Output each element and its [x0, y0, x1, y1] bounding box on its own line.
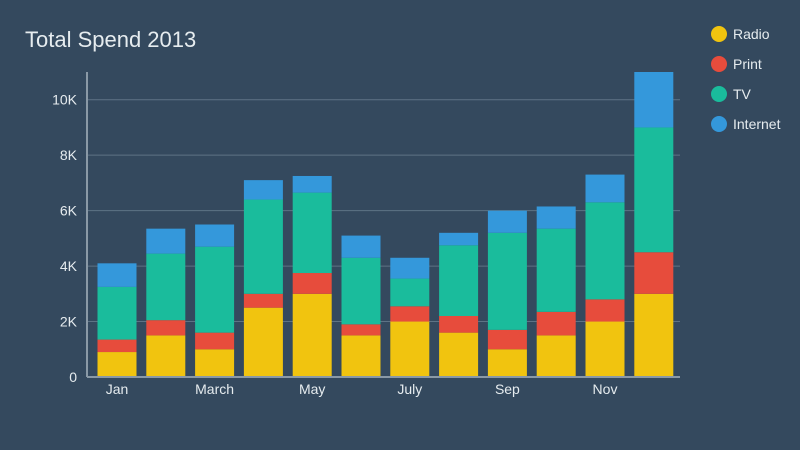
- bar-internet-nov: [585, 174, 625, 203]
- bar-internet-dec: [634, 72, 674, 128]
- bar-print-july: [390, 306, 430, 322]
- y-tick-label: 2K: [60, 314, 78, 330]
- y-tick-label: 8K: [60, 147, 78, 163]
- bar-tv-may: [292, 192, 332, 274]
- y-tick-label: 0: [69, 369, 77, 385]
- bar-tv-jun: [341, 257, 381, 325]
- bar-tv-feb: [146, 253, 186, 321]
- bar-radio-may: [292, 293, 332, 377]
- grid-lines: [87, 99, 680, 323]
- bar-internet-sep: [487, 210, 527, 233]
- x-tick-label: March: [195, 381, 234, 397]
- bar-radio-july: [390, 321, 430, 377]
- y-tick-label: 10K: [52, 92, 78, 108]
- x-tick-label: Jan: [106, 381, 129, 397]
- bar-print-feb: [146, 320, 186, 336]
- bar-tv-july: [390, 278, 430, 307]
- legend-item-print[interactable]: Print: [711, 56, 762, 72]
- bar-radio-jan: [97, 352, 137, 377]
- legend-item-tv[interactable]: TV: [711, 86, 752, 102]
- bar-tv-nov: [585, 202, 625, 300]
- bar-tv-march: [195, 246, 235, 333]
- bar-tv-oct: [536, 228, 576, 312]
- bar-radio-oct: [536, 335, 576, 377]
- bar-radio-jun: [341, 335, 381, 377]
- legend-swatch: [711, 26, 727, 42]
- bar-internet-may: [292, 175, 332, 193]
- legend-item-internet[interactable]: Internet: [711, 116, 781, 132]
- y-tick-label: 6K: [60, 203, 78, 219]
- bar-internet-apr: [243, 180, 283, 200]
- legend: Radio Print TV Internet: [711, 26, 781, 132]
- bar-radio-apr: [243, 307, 283, 377]
- bar-print-march: [195, 332, 235, 350]
- bar-internet-jun: [341, 235, 381, 258]
- bar-print-nov: [585, 299, 625, 322]
- bar-print-may: [292, 273, 332, 294]
- bar-radio-feb: [146, 335, 186, 377]
- bar-internet-feb: [146, 228, 186, 254]
- bar-print-aug: [439, 316, 479, 333]
- y-tick-labels: 0 2K 4K 6K 8K 10K: [52, 92, 78, 385]
- bar-tv-dec: [634, 127, 674, 253]
- x-tick-label: May: [299, 381, 325, 397]
- legend-label: Print: [733, 56, 762, 72]
- bar-print-apr: [243, 293, 283, 308]
- bar-radio-march: [195, 349, 235, 377]
- axes: [86, 72, 680, 378]
- x-tick-label: Sep: [495, 381, 520, 397]
- bar-internet-july: [390, 257, 430, 279]
- bar-print-jun: [341, 324, 381, 336]
- bar-print-sep: [487, 329, 527, 350]
- bar-internet-oct: [536, 206, 576, 229]
- bars: [97, 72, 674, 377]
- bar-tv-aug: [439, 245, 479, 316]
- bar-print-dec: [634, 252, 674, 294]
- legend-label: TV: [733, 86, 752, 102]
- bar-tv-apr: [243, 199, 283, 294]
- x-tick-labels: Jan March May July Sep Nov: [106, 381, 618, 397]
- bar-internet-jan: [97, 263, 137, 287]
- bar-radio-nov: [585, 321, 625, 377]
- bar-print-oct: [536, 311, 576, 336]
- legend-label: Radio: [733, 26, 770, 42]
- x-tick-label: Nov: [593, 381, 618, 397]
- bar-radio-aug: [439, 332, 479, 377]
- y-tick-label: 4K: [60, 258, 78, 274]
- legend-swatch: [711, 86, 727, 102]
- chart-title: Total Spend 2013: [25, 27, 196, 52]
- bar-radio-dec: [634, 293, 674, 377]
- bar-tv-sep: [487, 232, 527, 330]
- legend-swatch: [711, 56, 727, 72]
- legend-label: Internet: [733, 116, 781, 132]
- bar-internet-aug: [439, 232, 479, 246]
- legend-item-radio[interactable]: Radio: [711, 26, 770, 42]
- bar-internet-march: [195, 224, 235, 247]
- legend-swatch: [711, 116, 727, 132]
- x-tick-label: July: [397, 381, 422, 397]
- bar-print-jan: [97, 339, 137, 353]
- bar-radio-sep: [487, 349, 527, 377]
- bar-tv-jan: [97, 286, 137, 340]
